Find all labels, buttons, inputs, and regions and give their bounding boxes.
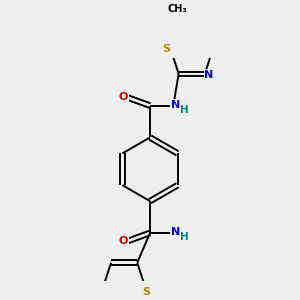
Text: CH₃: CH₃ — [167, 4, 187, 14]
Text: H: H — [180, 232, 188, 242]
Text: H: H — [180, 105, 188, 115]
Text: O: O — [119, 92, 128, 102]
Text: S: S — [162, 44, 170, 54]
Text: N: N — [205, 70, 214, 80]
Text: O: O — [119, 236, 128, 246]
Text: S: S — [142, 287, 150, 297]
Text: N: N — [171, 100, 180, 110]
Text: N: N — [171, 227, 180, 237]
